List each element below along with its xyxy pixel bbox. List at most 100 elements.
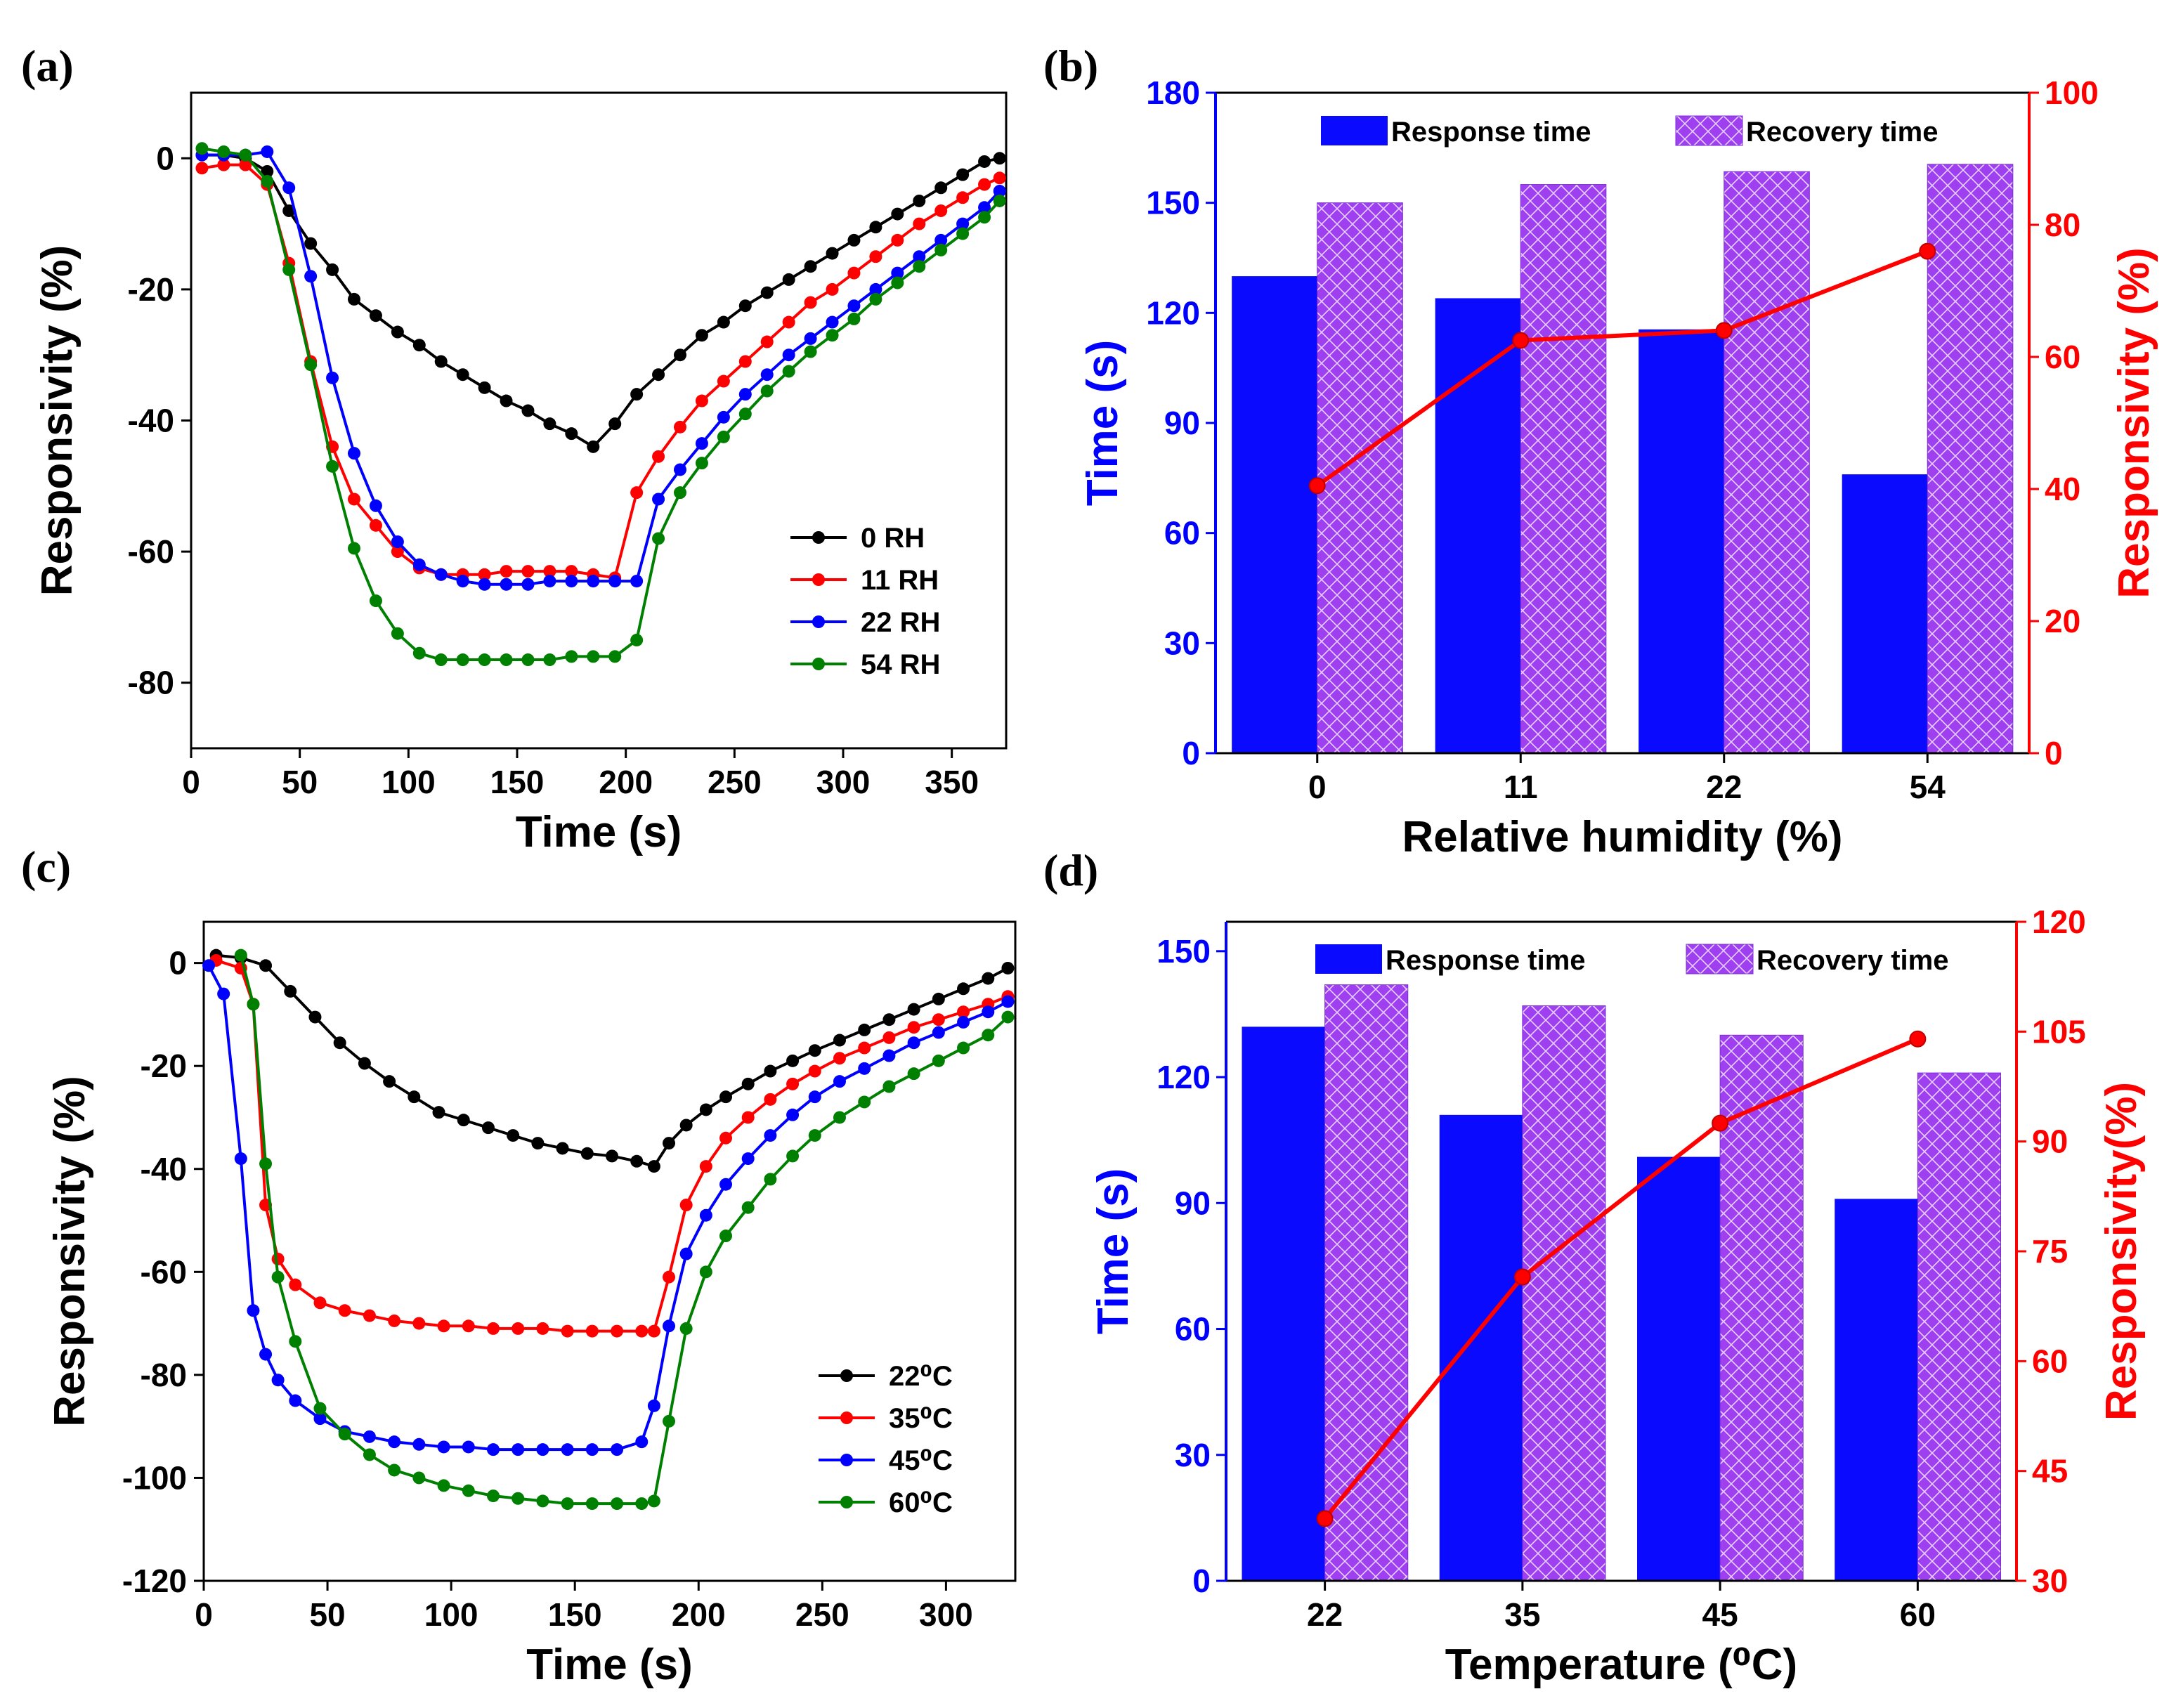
data-point <box>782 315 795 329</box>
data-point <box>674 463 686 476</box>
data-point <box>804 260 817 273</box>
y-tick-label: -120 <box>122 1563 187 1599</box>
data-point <box>289 1335 302 1348</box>
right-y-axis-title: Responsivity (%) <box>2110 247 2158 599</box>
data-point <box>412 339 426 352</box>
series-22-c <box>209 948 1015 1173</box>
data-point <box>833 1075 846 1088</box>
series-60-c <box>234 948 1015 1511</box>
data-point <box>369 594 382 608</box>
data-point <box>882 1049 896 1062</box>
legend-marker <box>840 1369 853 1382</box>
data-point <box>348 493 360 506</box>
data-point <box>363 1448 376 1461</box>
responsivity-point <box>1712 1114 1729 1132</box>
data-point <box>826 315 839 329</box>
data-point <box>907 1003 920 1016</box>
data-point <box>833 1034 846 1047</box>
right-y-tick-label: 120 <box>2032 904 2086 940</box>
data-point <box>674 486 686 500</box>
data-point <box>456 653 469 667</box>
panel-c-line-chart: 0 50 100 150 200 250 300 0 -20 -40 -60 -80 -100 -120 T… <box>46 920 1017 1689</box>
data-point <box>608 650 622 663</box>
data-point <box>764 1064 777 1078</box>
data-point <box>630 486 644 500</box>
data-point <box>913 250 926 263</box>
panel-label-d: (d) <box>1043 845 1098 895</box>
data-point <box>512 1443 525 1456</box>
y-tick-label: 150 <box>1146 185 1200 221</box>
data-point <box>543 417 556 431</box>
data-point <box>358 1057 371 1070</box>
data-point <box>289 1278 302 1291</box>
x-tick-label: 22 <box>1706 769 1742 805</box>
data-point <box>531 1137 545 1150</box>
data-point <box>369 309 382 322</box>
data-point <box>500 565 513 578</box>
data-point <box>869 250 882 263</box>
data-point <box>478 578 491 591</box>
bar-recovery-time <box>1719 1034 1804 1582</box>
responsivity-point <box>1919 242 1936 260</box>
x-tick-label: 250 <box>708 764 762 800</box>
data-point <box>313 1412 327 1426</box>
data-point <box>282 204 296 217</box>
data-point <box>717 315 730 329</box>
legend-marker <box>812 531 825 544</box>
data-point <box>663 1270 676 1284</box>
data-point <box>956 168 970 181</box>
data-point <box>247 998 260 1011</box>
data-point <box>308 1010 322 1024</box>
legend-label-recovery: Recovery time <box>1757 945 1948 976</box>
x-tick-label: 60 <box>1900 1596 1936 1633</box>
data-point <box>239 158 252 171</box>
data-point <box>717 374 730 388</box>
data-point <box>764 1093 777 1106</box>
data-point <box>647 1399 660 1412</box>
legend-marker <box>840 1412 853 1424</box>
panel-a-line-chart: 0 50 100 150 200 250 300 350 0 -20 -40 -60 -80 Time (… <box>33 91 1008 856</box>
data-point <box>536 1322 549 1335</box>
data-point <box>271 1270 285 1284</box>
data-point <box>217 145 230 158</box>
legend-swatch-recovery <box>1675 115 1743 146</box>
data-point <box>543 565 556 578</box>
data-point <box>587 650 600 663</box>
data-point <box>391 325 404 339</box>
data-point <box>663 1137 676 1150</box>
data-point <box>719 1178 733 1191</box>
legend-marker <box>812 658 825 670</box>
data-point <box>635 1497 649 1511</box>
series-11-rh <box>195 158 1006 585</box>
bar-recovery-time <box>1724 171 1810 754</box>
data-point <box>882 1013 896 1026</box>
y-tick-label: -20 <box>128 271 174 308</box>
y-tick-label: 60 <box>1175 1311 1211 1348</box>
data-point <box>699 1103 712 1116</box>
data-point <box>782 348 795 362</box>
data-point <box>679 1119 693 1132</box>
x-tick-label: 150 <box>490 764 545 800</box>
data-point <box>993 194 1006 207</box>
responsivity-point <box>1715 322 1733 339</box>
data-point <box>234 1152 247 1166</box>
data-point <box>934 233 948 247</box>
data-point <box>500 653 513 667</box>
data-point <box>521 565 535 578</box>
legend-marker <box>812 573 825 586</box>
data-point <box>699 1208 712 1222</box>
data-point <box>932 1013 945 1026</box>
right-y-tick-label: 30 <box>2032 1563 2068 1599</box>
bar-recovery-time <box>1927 164 2014 754</box>
data-point <box>738 355 752 368</box>
data-point <box>284 984 297 998</box>
data-point <box>412 558 426 571</box>
data-point <box>195 162 209 175</box>
legend-swatch-recovery <box>1686 944 1754 974</box>
data-point <box>826 329 839 342</box>
legend-entry: 54 RH <box>790 649 940 680</box>
data-point <box>847 312 861 325</box>
x-tick-label: 45 <box>1702 1596 1738 1633</box>
data-point <box>521 404 535 417</box>
data-point <box>826 282 839 296</box>
